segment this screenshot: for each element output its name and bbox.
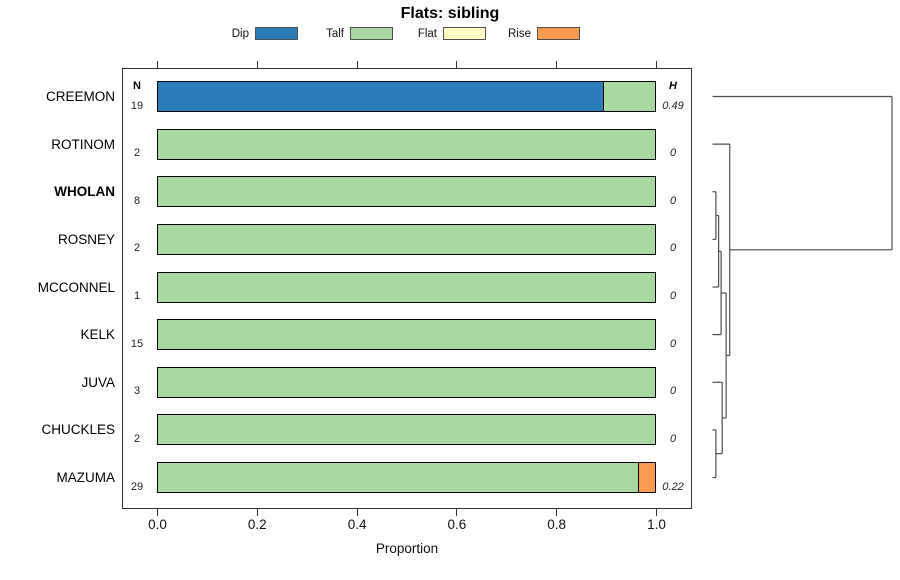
legend-label-rise: Rise <box>507 27 531 40</box>
n-column-header: N <box>133 79 141 92</box>
n-value: 2 <box>133 242 141 255</box>
legend-label-flat: Flat <box>417 27 437 40</box>
bar-segment-talf <box>602 82 655 111</box>
bar-segment-talf <box>158 129 655 159</box>
bar-segment-rise <box>637 463 655 492</box>
h-value: 0 <box>669 337 677 350</box>
n-value: 15 <box>130 337 144 350</box>
x-axis-tick <box>156 509 159 516</box>
x-axis-tick <box>655 509 658 516</box>
legend-swatch-talf <box>350 27 393 40</box>
stacked-bar-mazuma <box>157 462 656 493</box>
legend-label-dip: Dip <box>231 27 249 40</box>
x-axis-title: Proportion <box>375 541 439 556</box>
bar-segment-talf <box>158 415 655 445</box>
stacked-bar-mcconnel <box>157 271 656 303</box>
bar-segment-talf <box>158 177 655 207</box>
bar-segment-talf <box>158 320 655 350</box>
row-label-juva: JUVA <box>81 374 115 390</box>
x-axis-tick-label: 0.0 <box>148 517 167 532</box>
legend-item-dip: Dip <box>190 26 298 41</box>
n-value: 2 <box>133 147 141 160</box>
h-value: 0 <box>669 290 677 302</box>
row-label-rotinom: ROTINOM <box>51 136 115 152</box>
n-value: 2 <box>133 432 141 445</box>
h-column-header: H <box>669 79 677 92</box>
legend-swatch-rise <box>537 27 580 40</box>
bar-segment-talf <box>158 224 655 254</box>
n-value: 3 <box>133 385 141 398</box>
x-axis-tick <box>456 509 458 516</box>
stacked-bar-chuckles <box>157 414 656 446</box>
h-value: 0 <box>669 147 677 160</box>
legend-item-rise: Rise <box>472 26 580 41</box>
x-axis-tick-label: 0.2 <box>247 517 267 532</box>
x-axis-top-tick <box>156 61 159 68</box>
x-axis-tick <box>356 509 358 516</box>
x-axis-top-tick <box>356 61 358 68</box>
x-axis-top-tick <box>655 61 658 68</box>
bar-segment-dip <box>158 82 603 111</box>
row-label-kelk: KELK <box>80 327 115 343</box>
row-label-mazuma: MAZUMA <box>56 470 116 485</box>
h-value: 0 <box>669 385 677 398</box>
row-label-rosney: ROSNEY <box>57 231 115 247</box>
h-value: 0 <box>669 194 677 207</box>
x-axis-tick-label: 0.8 <box>547 517 567 532</box>
n-value: 19 <box>130 99 144 112</box>
legend-item-talf: Talf <box>285 26 393 41</box>
row-label-creemon: CREEMON <box>45 89 115 104</box>
h-value: 0.22 <box>662 480 684 493</box>
n-value: 8 <box>133 194 141 207</box>
stacked-bar-creemon <box>157 81 656 112</box>
bar-segment-talf <box>158 367 655 397</box>
bar-segment-talf <box>158 272 655 302</box>
stacked-bar-wholan <box>157 176 656 208</box>
x-axis-tick <box>256 509 258 516</box>
chart-title: Flats: sibling <box>400 5 500 22</box>
h-value: 0.49 <box>662 99 684 112</box>
stacked-bar-juva <box>157 366 656 398</box>
x-axis-tick <box>556 509 558 516</box>
stacked-bar-rosney <box>157 223 656 255</box>
x-axis-top-tick <box>556 61 558 68</box>
legend-swatch-flat <box>443 27 486 40</box>
stacked-bar-rotinom <box>157 128 656 160</box>
n-value: 29 <box>130 480 144 493</box>
x-axis-tick-label: 0.4 <box>347 517 367 532</box>
legend-item-flat: Flat <box>378 26 486 41</box>
x-axis-tick-label: 0.6 <box>447 517 467 532</box>
legend-label-talf: Talf <box>326 27 344 40</box>
stacked-bar-kelk <box>157 319 656 351</box>
row-label-mcconnel: MCCONNEL <box>37 279 115 295</box>
x-axis-top-tick <box>456 61 458 68</box>
bar-segment-talf <box>158 463 638 492</box>
legend-swatch-dip <box>255 27 298 40</box>
row-label-wholan: WHOLAN <box>54 184 115 200</box>
row-label-chuckles: CHUCKLES <box>41 422 115 438</box>
n-value: 1 <box>133 290 141 302</box>
h-value: 0 <box>669 242 677 255</box>
x-axis-top-tick <box>256 61 258 68</box>
x-axis-tick-label: 1.0 <box>647 517 666 532</box>
h-value: 0 <box>669 432 677 445</box>
